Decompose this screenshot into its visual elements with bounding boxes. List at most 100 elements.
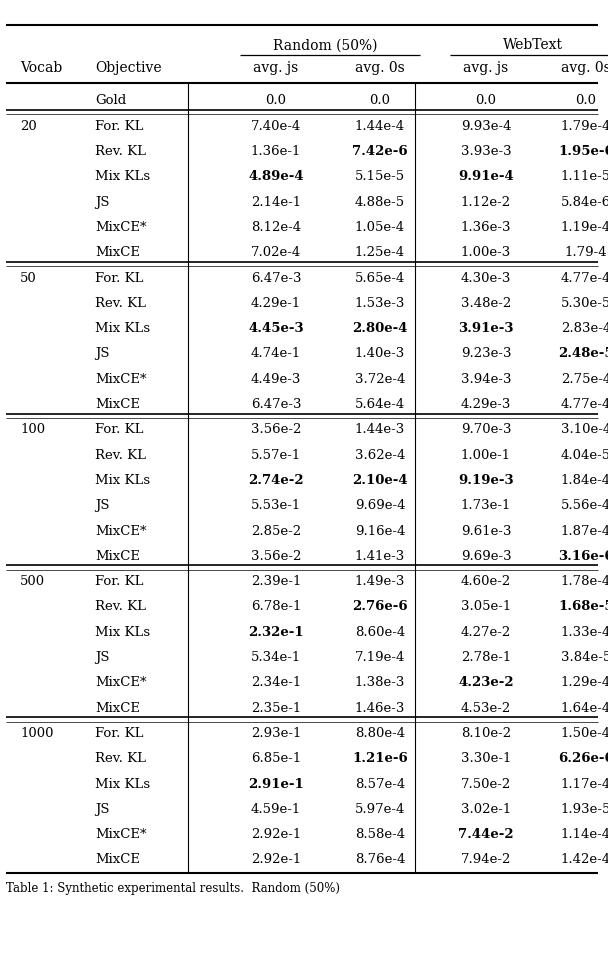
Text: 1.93e-5: 1.93e-5 bbox=[561, 803, 608, 815]
Text: Mix KLs: Mix KLs bbox=[95, 322, 150, 335]
Text: 9.93e-4: 9.93e-4 bbox=[461, 120, 511, 132]
Text: 4.29e-1: 4.29e-1 bbox=[251, 297, 301, 310]
Text: 1.25e-4: 1.25e-4 bbox=[355, 246, 405, 259]
Text: WebText: WebText bbox=[503, 38, 563, 52]
Text: 3.94e-3: 3.94e-3 bbox=[461, 372, 511, 386]
Text: Rev. KL: Rev. KL bbox=[95, 297, 146, 310]
Text: MixCE*: MixCE* bbox=[95, 524, 147, 537]
Text: MixCE*: MixCE* bbox=[95, 220, 147, 234]
Text: 4.88e-5: 4.88e-5 bbox=[355, 196, 405, 209]
Text: 2.93e-1: 2.93e-1 bbox=[251, 727, 301, 740]
Text: 3.16e-6: 3.16e-6 bbox=[558, 550, 608, 563]
Text: 8.80e-4: 8.80e-4 bbox=[355, 727, 405, 740]
Text: 3.30e-1: 3.30e-1 bbox=[461, 753, 511, 765]
Text: MixCE*: MixCE* bbox=[95, 372, 147, 386]
Text: 8.58e-4: 8.58e-4 bbox=[355, 828, 405, 841]
Text: 8.76e-4: 8.76e-4 bbox=[355, 854, 405, 866]
Text: 2.34e-1: 2.34e-1 bbox=[251, 676, 301, 689]
Text: 4.77e-4: 4.77e-4 bbox=[561, 398, 608, 411]
Text: 1.19e-4: 1.19e-4 bbox=[561, 220, 608, 234]
Text: avg. js: avg. js bbox=[254, 61, 299, 75]
Text: 1.29e-4: 1.29e-4 bbox=[561, 676, 608, 689]
Text: 1.68e-5: 1.68e-5 bbox=[558, 601, 608, 613]
Text: 5.30e-5: 5.30e-5 bbox=[561, 297, 608, 310]
Text: 2.76e-6: 2.76e-6 bbox=[352, 601, 408, 613]
Text: MixCE: MixCE bbox=[95, 550, 140, 563]
Text: 3.10e-4: 3.10e-4 bbox=[561, 423, 608, 436]
Text: 6.26e-6: 6.26e-6 bbox=[558, 753, 608, 765]
Text: MixCE: MixCE bbox=[95, 246, 140, 259]
Text: 1000: 1000 bbox=[20, 727, 54, 740]
Text: 1.79e-4: 1.79e-4 bbox=[561, 120, 608, 132]
Text: 9.23e-3: 9.23e-3 bbox=[461, 347, 511, 361]
Text: JS: JS bbox=[95, 196, 109, 209]
Text: 7.50e-2: 7.50e-2 bbox=[461, 777, 511, 791]
Text: 4.27e-2: 4.27e-2 bbox=[461, 625, 511, 639]
Text: 6.47e-3: 6.47e-3 bbox=[250, 398, 301, 411]
Text: 2.91e-1: 2.91e-1 bbox=[248, 777, 304, 791]
Text: avg. js: avg. js bbox=[463, 61, 509, 75]
Text: 1.36e-1: 1.36e-1 bbox=[251, 145, 301, 158]
Text: 1.00e-1: 1.00e-1 bbox=[461, 449, 511, 462]
Text: Table 1: Synthetic experimental results.  Random (50%): Table 1: Synthetic experimental results.… bbox=[6, 882, 340, 895]
Text: 3.05e-1: 3.05e-1 bbox=[461, 601, 511, 613]
Text: Random (50%): Random (50%) bbox=[273, 38, 377, 52]
Text: 1.00e-3: 1.00e-3 bbox=[461, 246, 511, 259]
Text: 9.70e-3: 9.70e-3 bbox=[461, 423, 511, 436]
Text: 3.56e-2: 3.56e-2 bbox=[251, 423, 301, 436]
Text: 1.64e-4: 1.64e-4 bbox=[561, 702, 608, 714]
Text: 1.49e-3: 1.49e-3 bbox=[355, 575, 405, 588]
Text: JS: JS bbox=[95, 651, 109, 664]
Text: 1.38e-3: 1.38e-3 bbox=[355, 676, 405, 689]
Text: 7.19e-4: 7.19e-4 bbox=[355, 651, 405, 664]
Text: 1.36e-3: 1.36e-3 bbox=[461, 220, 511, 234]
Text: 1.79-4: 1.79-4 bbox=[565, 246, 607, 259]
Text: 1.44e-3: 1.44e-3 bbox=[355, 423, 405, 436]
Text: 3.72e-4: 3.72e-4 bbox=[355, 372, 405, 386]
Text: MixCE: MixCE bbox=[95, 398, 140, 411]
Text: Rev. KL: Rev. KL bbox=[95, 601, 146, 613]
Text: 7.40e-4: 7.40e-4 bbox=[251, 120, 301, 132]
Text: 0.0: 0.0 bbox=[576, 94, 596, 108]
Text: 1.17e-4: 1.17e-4 bbox=[561, 777, 608, 791]
Text: 100: 100 bbox=[20, 423, 45, 436]
Text: avg. 0s: avg. 0s bbox=[355, 61, 405, 75]
Text: 5.53e-1: 5.53e-1 bbox=[251, 499, 301, 513]
Text: 0.0: 0.0 bbox=[370, 94, 390, 108]
Text: 8.57e-4: 8.57e-4 bbox=[355, 777, 405, 791]
Text: 1.14e-4: 1.14e-4 bbox=[561, 828, 608, 841]
Text: MixCE*: MixCE* bbox=[95, 828, 147, 841]
Text: 8.12e-4: 8.12e-4 bbox=[251, 220, 301, 234]
Text: 2.75e-4: 2.75e-4 bbox=[561, 372, 608, 386]
Text: 7.44e-2: 7.44e-2 bbox=[458, 828, 514, 841]
Text: 4.04e-5: 4.04e-5 bbox=[561, 449, 608, 462]
Text: avg. 0s: avg. 0s bbox=[561, 61, 608, 75]
Text: 9.69e-4: 9.69e-4 bbox=[354, 499, 406, 513]
Text: 4.30e-3: 4.30e-3 bbox=[461, 271, 511, 284]
Text: For. KL: For. KL bbox=[95, 727, 143, 740]
Text: 6.78e-1: 6.78e-1 bbox=[251, 601, 301, 613]
Text: 3.62e-4: 3.62e-4 bbox=[355, 449, 405, 462]
Text: 20: 20 bbox=[20, 120, 36, 132]
Text: JS: JS bbox=[95, 803, 109, 815]
Text: 5.84e-6: 5.84e-6 bbox=[561, 196, 608, 209]
Text: 5.34e-1: 5.34e-1 bbox=[251, 651, 301, 664]
Text: Mix KLs: Mix KLs bbox=[95, 625, 150, 639]
Text: 7.94e-2: 7.94e-2 bbox=[461, 854, 511, 866]
Text: 5.97e-4: 5.97e-4 bbox=[355, 803, 405, 815]
Text: 1.46e-3: 1.46e-3 bbox=[355, 702, 405, 714]
Text: 2.92e-1: 2.92e-1 bbox=[251, 854, 301, 866]
Text: 3.56e-2: 3.56e-2 bbox=[251, 550, 301, 563]
Text: 8.60e-4: 8.60e-4 bbox=[355, 625, 405, 639]
Text: 2.35e-1: 2.35e-1 bbox=[251, 702, 301, 714]
Text: 9.61e-3: 9.61e-3 bbox=[461, 524, 511, 537]
Text: 2.92e-1: 2.92e-1 bbox=[251, 828, 301, 841]
Text: 1.42e-4: 1.42e-4 bbox=[561, 854, 608, 866]
Text: Mix KLs: Mix KLs bbox=[95, 474, 150, 487]
Text: 2.14e-1: 2.14e-1 bbox=[251, 196, 301, 209]
Text: Gold: Gold bbox=[95, 94, 126, 108]
Text: 9.69e-3: 9.69e-3 bbox=[461, 550, 511, 563]
Text: Rev. KL: Rev. KL bbox=[95, 449, 146, 462]
Text: For. KL: For. KL bbox=[95, 423, 143, 436]
Text: 500: 500 bbox=[20, 575, 45, 588]
